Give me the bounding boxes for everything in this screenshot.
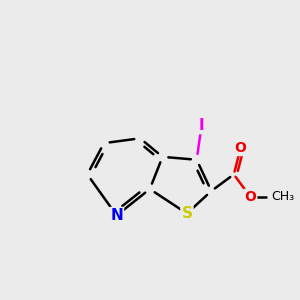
Text: O: O: [244, 190, 256, 204]
Text: CH₃: CH₃: [272, 190, 295, 203]
Text: N: N: [110, 208, 123, 223]
Text: I: I: [199, 118, 204, 133]
Text: O: O: [235, 141, 247, 155]
Text: S: S: [182, 206, 192, 221]
